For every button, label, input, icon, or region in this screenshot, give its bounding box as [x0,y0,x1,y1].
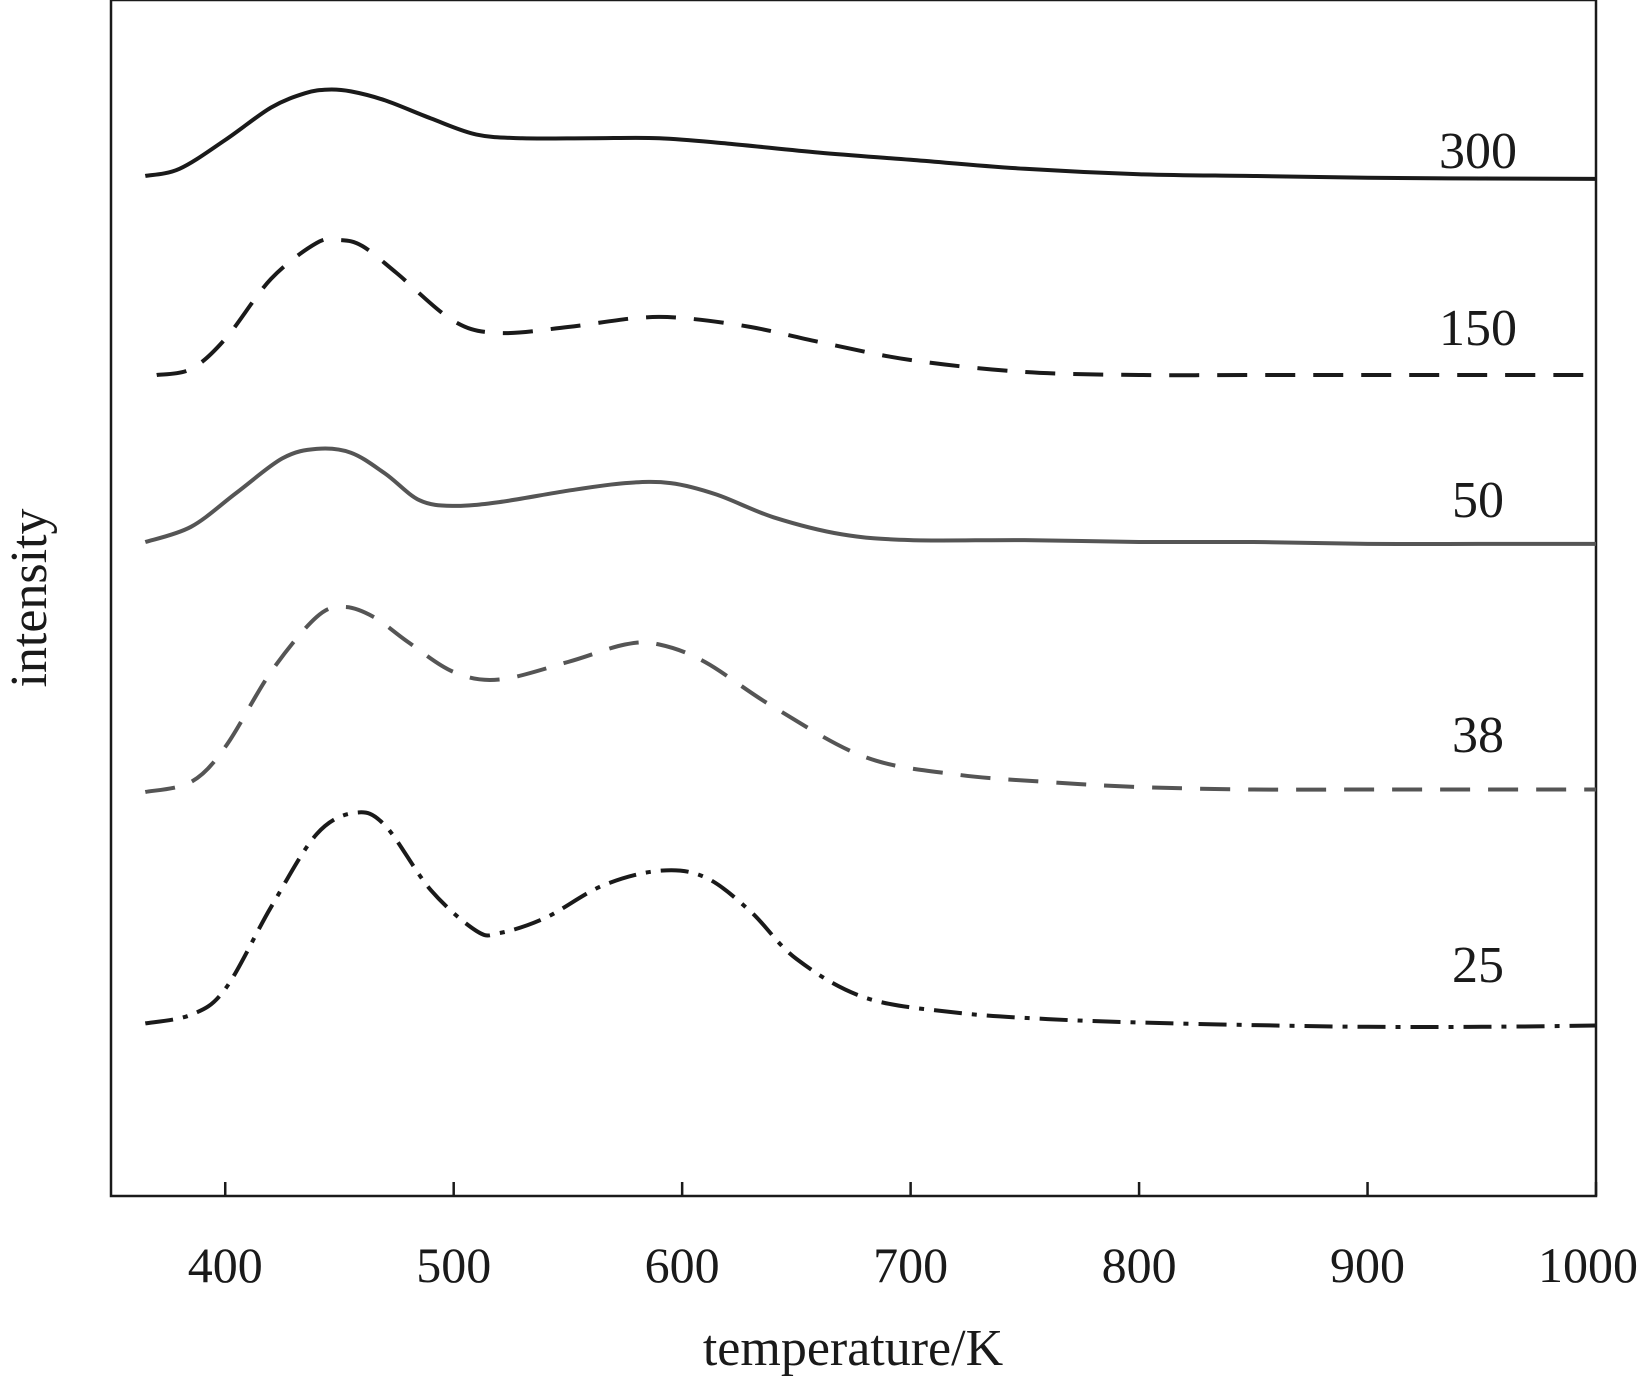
x-tick-label-400: 400 [188,1237,263,1293]
series-line-25 [144,810,1597,1030]
series-label-150: 150 [1439,300,1517,357]
x-tick-label-600: 600 [645,1237,720,1293]
x-tick-label-1000: 1000 [1538,1237,1638,1293]
series-line-300 [144,87,1597,181]
x-axis-label: temperature/K [703,1320,1004,1377]
series-lines [144,87,1597,1030]
series-label-50: 50 [1452,472,1504,529]
y-axis-label: intensity [1,508,58,687]
series-line-38 [144,604,1596,794]
x-tick-label-900: 900 [1330,1237,1405,1293]
series-label-300: 300 [1439,123,1517,180]
x-ticks: 400 500 600 700 800 900 1000 [188,1182,1638,1293]
x-tick-label-500: 500 [416,1237,491,1293]
x-tick-label-700: 700 [873,1237,948,1293]
series-label-38: 38 [1452,707,1504,764]
x-tick-label-800: 800 [1102,1237,1177,1293]
series-line-50 [144,446,1596,547]
series-line-150 [156,236,1596,378]
plot-frame [109,0,1598,1198]
series-label-25: 25 [1452,937,1504,994]
series-labels: 300 150 50 38 25 [1439,123,1517,994]
